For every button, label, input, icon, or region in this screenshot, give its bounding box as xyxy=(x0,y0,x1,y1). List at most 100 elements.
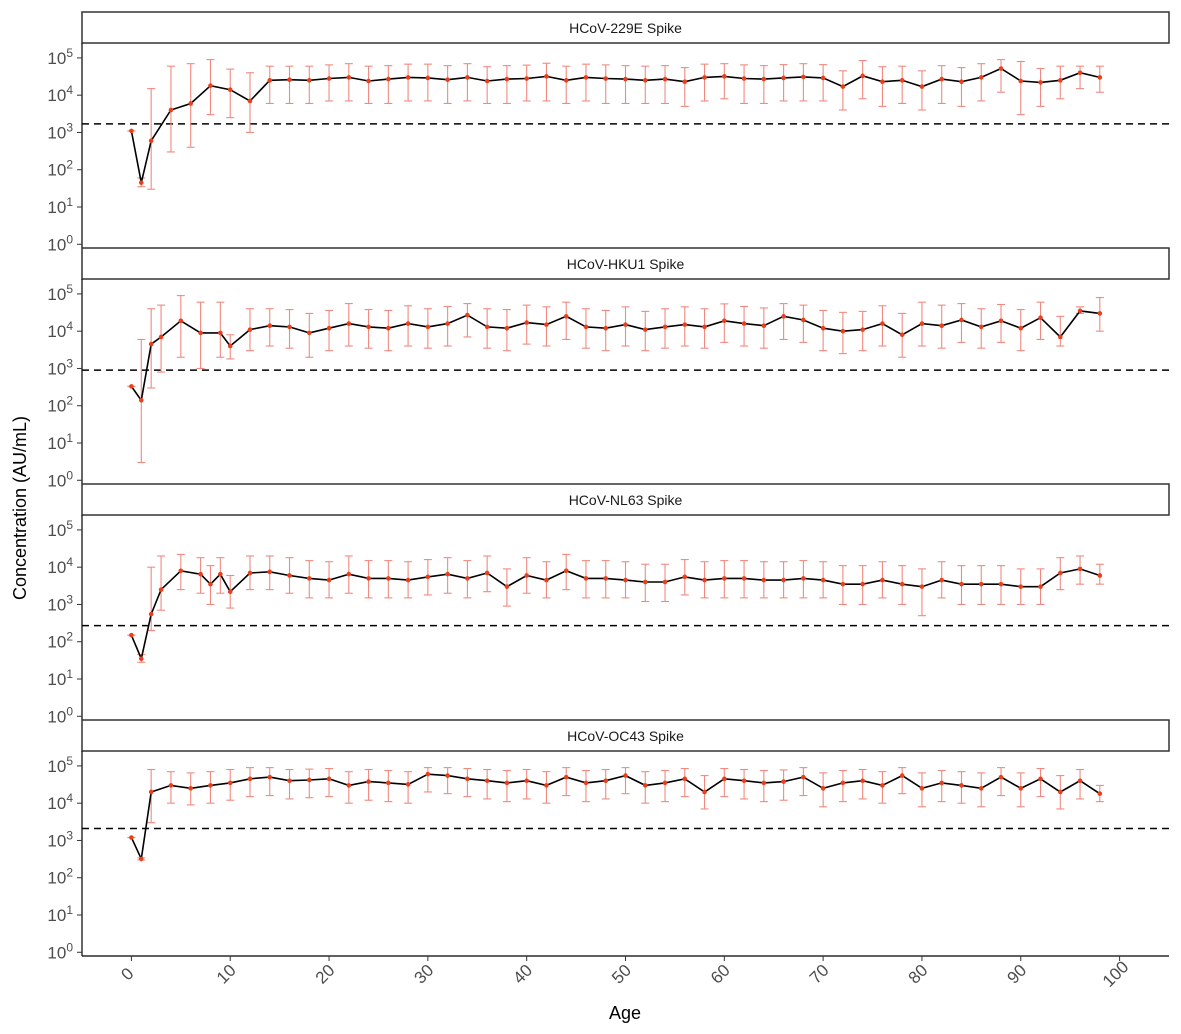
data-point xyxy=(287,77,292,83)
error-bar xyxy=(581,770,590,803)
strip-box xyxy=(81,719,1170,752)
error-bar xyxy=(305,312,314,358)
data-point xyxy=(682,574,688,580)
data-point xyxy=(1097,75,1103,80)
error-bar xyxy=(917,568,926,617)
y-tick-label: 104 xyxy=(47,319,73,341)
data-point xyxy=(682,776,688,782)
error-bar xyxy=(878,66,887,107)
error-bar xyxy=(285,768,294,800)
data-point xyxy=(267,569,273,575)
error-bar xyxy=(196,301,205,370)
data-point xyxy=(682,322,688,327)
data-point xyxy=(899,332,905,338)
data-point xyxy=(662,76,668,82)
error-bar xyxy=(384,770,393,803)
panel-2: HCoV-NL63 Spike 100 101 102 103 104 105 xyxy=(47,483,1170,726)
data-point xyxy=(346,783,352,788)
data-point xyxy=(445,321,450,326)
data-point xyxy=(860,778,865,784)
error-bar xyxy=(423,767,432,793)
data-point xyxy=(425,324,431,330)
data-point xyxy=(129,632,134,638)
data-point xyxy=(781,75,786,81)
data-point xyxy=(563,314,569,319)
data-point xyxy=(880,321,885,326)
data-point xyxy=(761,780,767,786)
error-bar xyxy=(542,62,551,102)
data-point xyxy=(563,568,569,574)
error-bar xyxy=(344,63,353,102)
data-point xyxy=(820,75,826,81)
error-bar xyxy=(819,64,828,102)
error-bar xyxy=(1036,301,1045,341)
error-bar xyxy=(700,63,709,102)
data-point xyxy=(405,75,411,80)
panels-layer: HCoV-229E Spike100101102103104105HCoV-HK… xyxy=(47,11,1170,962)
panel-1: HCoV-HKU1 Spike 100 101 102 103 104 105 xyxy=(47,247,1170,490)
data-point xyxy=(198,571,203,577)
panel-0: HCoV-229E Spike 100 101 102 103 104 105 xyxy=(47,11,1170,254)
error-bar xyxy=(779,303,788,341)
data-point xyxy=(544,783,549,788)
data-point xyxy=(781,577,786,583)
y-tick-label: 103 xyxy=(47,592,73,614)
data-point xyxy=(702,324,707,330)
data-point xyxy=(820,786,826,791)
error-bar xyxy=(404,305,413,347)
strip-title: HCoV-OC43 Spike xyxy=(567,728,684,744)
error-bar xyxy=(621,767,630,795)
error-bar xyxy=(226,68,235,119)
x-tick-label: 80 xyxy=(905,961,932,988)
data-point xyxy=(623,76,628,82)
data-point xyxy=(1058,570,1063,576)
data-point xyxy=(386,576,391,581)
data-point xyxy=(820,577,826,583)
data-point xyxy=(919,786,925,791)
data-point xyxy=(978,324,984,330)
data-point xyxy=(959,317,964,323)
error-bar xyxy=(502,770,511,803)
error-bar xyxy=(443,65,452,105)
error-bar xyxy=(997,59,1006,93)
strip-box xyxy=(81,483,1170,516)
data-point xyxy=(840,581,846,587)
data-point xyxy=(583,324,589,330)
error-bar xyxy=(483,66,492,105)
data-point xyxy=(1018,325,1024,331)
data-point xyxy=(919,84,925,89)
data-point xyxy=(722,776,727,782)
data-point xyxy=(1077,566,1083,572)
data-point xyxy=(198,330,203,336)
data-point xyxy=(860,581,865,587)
data-point xyxy=(129,128,134,134)
error-bar xyxy=(997,767,1006,797)
y-tick-label: 104 xyxy=(47,791,73,813)
data-point xyxy=(287,324,292,330)
y-tick-label: 102 xyxy=(47,394,73,416)
error-bar xyxy=(325,309,334,352)
data-point xyxy=(524,320,529,325)
data-point xyxy=(899,581,905,587)
data-point xyxy=(662,780,668,786)
error-bar xyxy=(858,768,867,800)
error-bar xyxy=(858,59,867,100)
error-bar xyxy=(819,309,828,352)
data-point xyxy=(346,75,352,80)
data-point xyxy=(860,73,865,79)
error-bar xyxy=(483,768,492,800)
data-point xyxy=(741,321,747,326)
data-point xyxy=(801,317,806,323)
data-point xyxy=(247,570,253,576)
error-bar xyxy=(265,65,274,105)
data-point xyxy=(346,321,352,326)
data-point xyxy=(583,780,589,786)
y-tick-label: 101 xyxy=(47,431,73,453)
data-point xyxy=(919,584,925,589)
y-tick-label: 101 xyxy=(47,195,73,217)
data-point xyxy=(148,341,154,347)
data-point xyxy=(386,780,391,786)
data-point xyxy=(939,76,945,82)
error-bar xyxy=(265,767,274,797)
